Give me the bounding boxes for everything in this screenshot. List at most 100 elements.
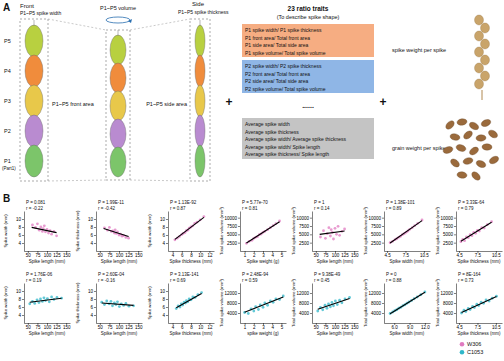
annotation: r = 0.89 <box>386 206 402 211</box>
x-tick-label: 4 <box>271 253 274 258</box>
weight-label: grain weight per spike <box>392 145 446 151</box>
y-tick-label: 4 <box>162 241 165 246</box>
grain-image <box>449 157 461 168</box>
y-tick: 8 <box>162 297 168 302</box>
x-tick-label: 1 <box>244 253 247 258</box>
grain-image <box>488 155 500 166</box>
y-tick-mark <box>310 243 312 244</box>
scatter-chart: 4.57.510.525005000750010000P = 1.38E-101… <box>363 200 431 264</box>
y-tick: 4 <box>90 313 96 318</box>
x-tick: 2 <box>253 251 256 258</box>
y-tick-label: 8 <box>18 225 21 230</box>
y-tick-mark <box>238 243 240 244</box>
x-tick-label: 125 <box>341 253 349 258</box>
y-tick: 4 <box>90 241 96 246</box>
y-tick-label: 10 <box>88 289 94 294</box>
y-axis-title: Spike width (mm) <box>3 214 8 248</box>
y-tick-label: 6 <box>18 305 21 310</box>
segment-label: P5 <box>4 38 11 44</box>
annotation: r = 0.14 <box>314 206 330 211</box>
x-axis-title: Spike length (mm) <box>29 259 66 264</box>
y-tick: 10000 <box>440 216 456 221</box>
annotation: P = 0.081 <box>26 200 46 205</box>
side-segment <box>195 85 205 117</box>
panel-label: B <box>3 193 10 204</box>
point <box>39 226 42 229</box>
scatter-chart: 4.57.510.54000800012000P = 8E-164r = 0.7… <box>435 272 503 336</box>
y-tick-mark <box>166 219 168 220</box>
x-tick: 12 <box>207 323 213 330</box>
point <box>257 308 260 311</box>
x-tick: 4.5 <box>456 251 463 258</box>
x-tick-label: 12.0 <box>421 325 430 330</box>
y-tick-mark <box>238 226 240 227</box>
scatter-chart: 50751001251504000800012000P = 9.38E-49r … <box>291 272 359 336</box>
y-tick-mark <box>94 299 96 300</box>
y-tick: 2500 <box>371 241 384 246</box>
x-tick: 150 <box>351 251 359 258</box>
front-segment-awn <box>34 20 35 26</box>
x-tick: 125 <box>341 323 349 330</box>
x-tick-label: 4 <box>172 325 175 330</box>
point <box>47 232 50 235</box>
y-tick-label: 8 <box>18 297 21 302</box>
y-axis-title: Total spike volume (mm³) <box>291 278 296 327</box>
annotation: r = 0.81 <box>242 206 258 211</box>
annotation: P = 9.38E-49 <box>314 272 341 277</box>
y-tick-label: 7500 <box>227 224 238 229</box>
x-tick: 12.0 <box>421 323 430 330</box>
frame <box>20 19 48 181</box>
x-tick-label: 125 <box>125 325 133 330</box>
x-axis: 5075100125150 <box>25 251 71 258</box>
y-tick: 6 <box>18 233 24 238</box>
x-tick: 7.5 <box>475 251 482 258</box>
x-tick-label: 150 <box>63 253 71 258</box>
y-tick: 10 <box>88 289 96 294</box>
y-axis-title: Spike width (mm) <box>147 286 152 320</box>
y-tick: 4000 <box>371 311 384 316</box>
annotation: r = 0.19 <box>26 278 42 283</box>
ratio-box <box>242 60 374 93</box>
x-tick: 3 <box>262 323 265 330</box>
y-tick: 8000 <box>371 301 384 306</box>
y-tick: 4 <box>18 241 24 246</box>
y-tick-mark <box>166 291 168 292</box>
point <box>43 224 46 227</box>
y-tick-label: 7500 <box>371 224 382 229</box>
point <box>326 307 329 310</box>
grain-image <box>475 159 487 169</box>
y-tick-label: 10000 <box>368 216 381 221</box>
y-axis-line <box>240 284 241 324</box>
x-tick: 125 <box>125 323 133 330</box>
x-tick-label: 8 <box>190 253 193 258</box>
y-tick-label: 2500 <box>227 241 238 246</box>
annotation: P = 1.38E-101 <box>386 200 415 205</box>
annotation: r = 0.45 <box>314 278 330 283</box>
y-tick: 6 <box>162 305 168 310</box>
guide-line <box>48 180 106 181</box>
x-axis: 12345 <box>241 251 287 258</box>
spike-image <box>475 47 484 57</box>
x-tick-label: 8 <box>190 325 193 330</box>
grain-image <box>455 143 466 152</box>
y-axis-line <box>24 212 25 252</box>
y-axis: 46810 <box>160 212 169 252</box>
ratio-box <box>242 24 374 57</box>
y-tick-label: 10000 <box>440 216 453 221</box>
y-tick-mark <box>94 227 96 228</box>
y-tick: 4000 <box>443 311 456 316</box>
plot-area <box>245 220 281 245</box>
x-tick: 75 <box>323 251 329 258</box>
y-tick: 8 <box>18 297 24 302</box>
x-tick: 10.5 <box>420 251 429 258</box>
ratio-line: P2 side area/ Total side area <box>245 78 309 84</box>
y-tick-label: 10 <box>88 217 94 222</box>
front-segment <box>25 85 43 117</box>
y-axis: 4000800012000 <box>368 284 384 324</box>
front-title: Front <box>20 3 34 9</box>
point <box>110 300 113 303</box>
x-tick-label: 125 <box>53 325 61 330</box>
y-tick: 10 <box>88 217 96 222</box>
y-tick: 12000 <box>296 291 312 296</box>
plot-area <box>460 295 498 315</box>
